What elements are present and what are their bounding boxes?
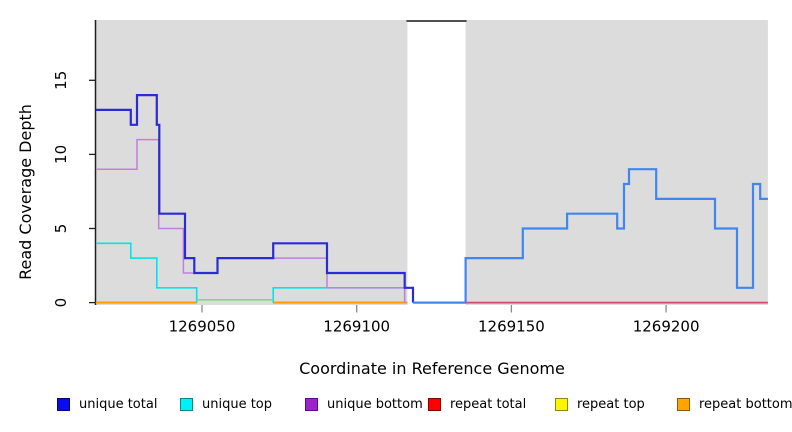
legend-label-unique-top: unique top: [202, 397, 273, 412]
y-tick-label: 0: [52, 298, 70, 308]
legend-swatch-unique-top: [180, 398, 193, 411]
y-tick-label: 15: [52, 71, 70, 90]
x-tick-label: 1269050: [169, 318, 236, 336]
legend-swatch-repeat-bottom: [677, 398, 690, 411]
plot-background-band: [95, 20, 408, 305]
series-unique-top: [95, 242, 198, 303]
x-tick-label: 1269150: [478, 318, 545, 336]
legend-item-unique-bottom: unique bottom: [305, 397, 423, 412]
legend-label-repeat-bottom: repeat bottom: [699, 397, 792, 412]
series-unique-bottom: [95, 138, 406, 303]
legend-label-unique-bottom: unique bottom: [327, 397, 423, 412]
legend-swatch-repeat-total: [428, 398, 441, 411]
y-tick-label: 5: [52, 224, 70, 234]
plot-background-band: [465, 20, 768, 305]
y-axis-title: Read Coverage Depth: [16, 104, 35, 280]
x-tick-label: 1269100: [323, 318, 390, 336]
legend-item-unique-top: unique top: [180, 397, 272, 412]
series-unique-total: [95, 94, 415, 303]
legend-swatch-unique-total: [57, 398, 70, 411]
legend-item-repeat-bottom: repeat bottom: [677, 397, 792, 412]
legend: unique total unique top unique bottom re…: [0, 397, 792, 419]
x-tick-label: 1269200: [633, 318, 700, 336]
series-unique-total-right-region: [413, 168, 768, 304]
chart-layers: 0 5 10 15 1269050 1269100 1269150 1269200: [52, 20, 768, 336]
legend-swatch-unique-bottom: [305, 398, 318, 411]
y-tick-label: 10: [52, 145, 70, 164]
legend-item-unique-total: unique total: [57, 397, 157, 412]
legend-label-repeat-total: repeat total: [450, 397, 527, 412]
legend-item-repeat-total: repeat total: [428, 397, 526, 412]
legend-label-unique-total: unique total: [79, 397, 158, 412]
legend-label-repeat-top: repeat top: [577, 397, 645, 412]
legend-item-repeat-top: repeat top: [555, 397, 645, 412]
legend-swatch-repeat-top: [555, 398, 568, 411]
x-axis-title: Coordinate in Reference Genome: [299, 359, 565, 378]
